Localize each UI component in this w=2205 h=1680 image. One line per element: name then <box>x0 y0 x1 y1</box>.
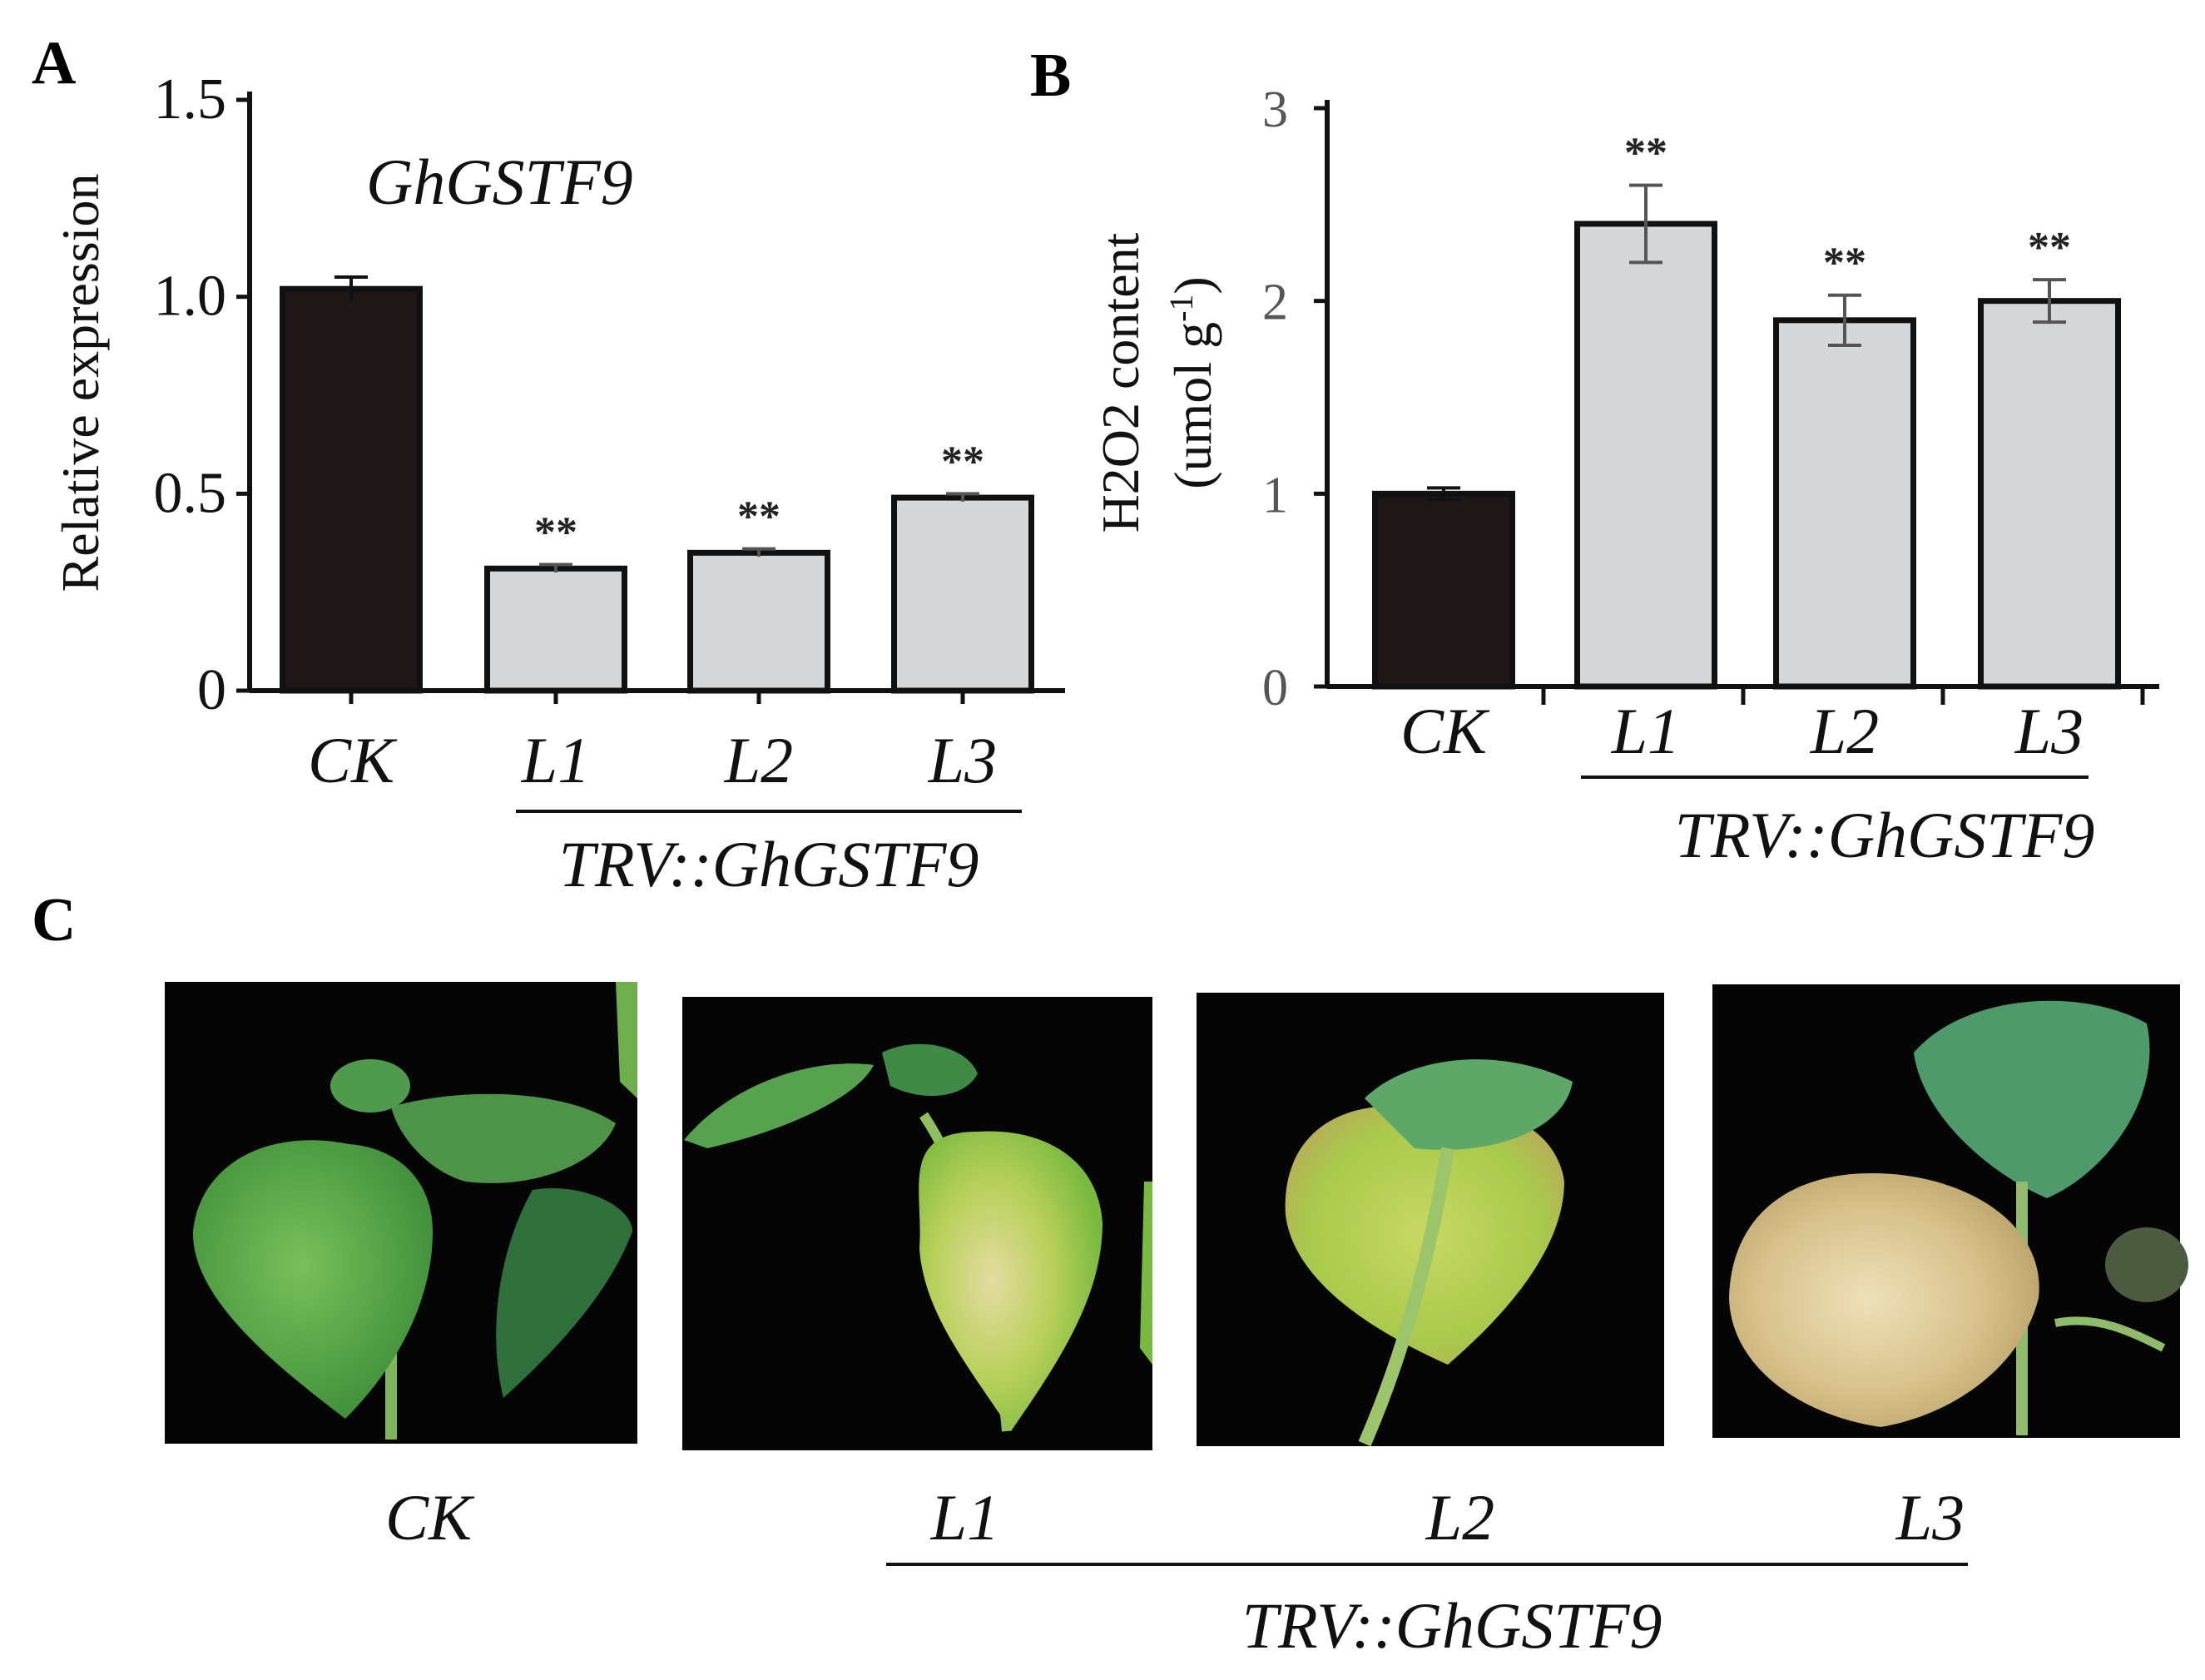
chart-b-group-label: TRV::GhGSTF9 <box>1675 799 2095 871</box>
photo-l2 <box>1197 993 1664 1447</box>
chart-a-category-labels: CK L1 L2 L3 <box>308 691 997 796</box>
photo-label-l2: L2 <box>1425 1481 1494 1554</box>
chart-a-y-tick-label: 0.5 <box>154 461 227 525</box>
panel-b: B H2O2 content (umol g-1) 0 1 2 3 ** ** ** CK… <box>1030 42 2159 871</box>
chart-a-category-label: CK <box>308 724 398 796</box>
chart-a-y-tick-label: 1.0 <box>154 265 227 329</box>
chart-b-category-labels: CK L1 L2 L3 <box>1400 686 2145 767</box>
chart-b-significance-label: ** <box>1624 130 1667 177</box>
chart-b-category-label: CK <box>1400 695 1490 767</box>
photo-l1-left-leaf <box>684 1063 874 1148</box>
chart-b-y-tick-label: 3 <box>1262 82 1288 138</box>
chart-b-y-tick-labels: 0 1 2 3 <box>1262 82 1327 716</box>
photo-label-l1: L1 <box>930 1481 999 1554</box>
chart-b-category-label: L2 <box>1810 695 1879 767</box>
chart-a-category-label: L3 <box>928 724 997 796</box>
photo-l3-main-leaf <box>1729 1173 2039 1427</box>
chart-a-significance-label: ** <box>534 509 577 557</box>
photo-labels: CK L1 L2 L3 <box>385 1481 1965 1554</box>
chart-b-category-label: L3 <box>2014 695 2084 767</box>
panel-letter-c: C <box>32 886 76 954</box>
photo-label-l3: L3 <box>1895 1481 1965 1554</box>
photo-l3-branch <box>2054 1316 2166 1352</box>
chart-a-bar-l1 <box>484 565 627 694</box>
photo-l3-bud <box>2105 1227 2188 1302</box>
chart-b-y-tick-label: 0 <box>1262 660 1288 716</box>
chart-a-bar-ck <box>280 285 423 694</box>
photo-l2-upper-leaf <box>1365 1059 1573 1150</box>
photo-ck-bud <box>330 1059 410 1113</box>
photo-l1 <box>682 997 1152 1450</box>
panel-a: A Relative expression GhGSTF9 0 0.5 1.0 1.5… <box>32 29 1065 900</box>
photo-ck <box>165 982 637 1444</box>
panel-letter-b: B <box>1030 42 1071 110</box>
chart-b-y-tick-label: 2 <box>1262 275 1288 331</box>
chart-a-ylabel: Relative expression <box>51 174 110 592</box>
photo-l2-stem <box>1358 1147 1454 1447</box>
photo-ck-edge-leaf <box>616 982 637 1098</box>
chart-b-ylabel: H2O2 content <box>1091 232 1150 533</box>
photo-ck-upper-leaf <box>391 1093 616 1183</box>
panel-letter-a: A <box>32 29 76 97</box>
panel-c: C <box>32 886 2188 1662</box>
chart-a-y-tick-label: 1.5 <box>154 67 227 131</box>
chart-a-bar-l3 <box>891 494 1034 694</box>
chart-b-bar-l2 <box>1773 317 1916 690</box>
photo-l3 <box>1712 984 2188 1438</box>
chart-a-bar-l2 <box>687 549 830 694</box>
chart-b-bar-l1 <box>1574 221 1717 690</box>
chart-a-y-tick-labels: 0 0.5 1.0 1.5 <box>154 67 250 722</box>
chart-b-significance-label: ** <box>2028 224 2071 271</box>
chart-a-significance-label: ** <box>941 438 984 485</box>
chart-a-group-label: TRV::GhGSTF9 <box>559 828 979 900</box>
photo-ck-main-leaf <box>192 1140 434 1419</box>
chart-b-bars: ** ** ** <box>1325 100 2159 690</box>
photo-l1-edge-leaf <box>1140 1182 1152 1365</box>
chart-b-significance-label: ** <box>1823 240 1866 287</box>
chart-a-category-label: L1 <box>521 724 590 796</box>
chart-b-bar-l3 <box>1978 298 2121 690</box>
chart-b-ylabel-unit: (umol g-1) <box>1162 276 1223 489</box>
chart-a-y-tick-label: 0 <box>197 658 226 722</box>
chart-b-bar-ck <box>1372 490 1515 690</box>
chart-a-bars: ** ** ** <box>247 92 1065 694</box>
photo-label-ck: CK <box>385 1481 475 1554</box>
chart-b-y-tick-label: 1 <box>1262 467 1288 523</box>
photo-group-label: TRV::GhGSTF9 <box>1242 1589 1662 1662</box>
chart-a-category-label: L2 <box>724 724 793 796</box>
chart-a-title: GhGSTF9 <box>366 146 633 218</box>
photo-ck-side-leaf <box>496 1188 632 1398</box>
photo-l1-top-leaf <box>882 1043 978 1096</box>
photo-l1-main-leaf <box>919 1131 1102 1431</box>
chart-a-significance-label: ** <box>737 493 780 541</box>
photo-l3-upper-leaf <box>1914 1000 2150 1198</box>
chart-b-category-label: L1 <box>1611 695 1680 767</box>
